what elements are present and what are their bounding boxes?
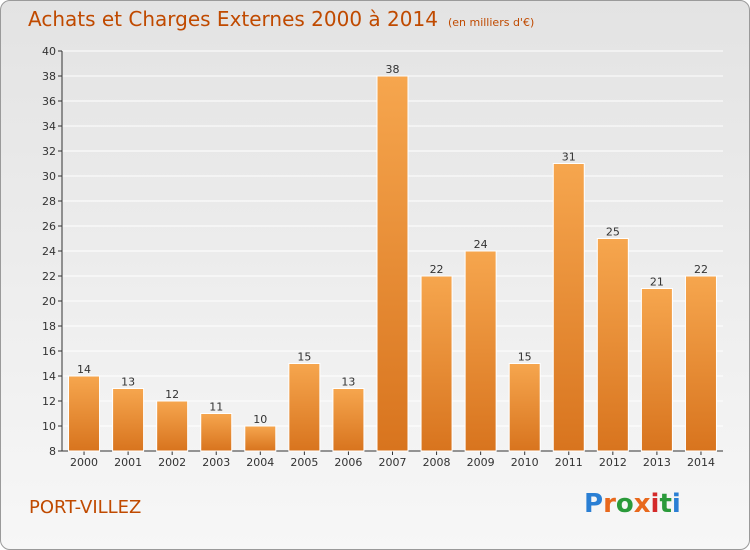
x-tick-label: 2007	[379, 456, 407, 469]
bar-2012	[596, 238, 629, 452]
bar-2008	[420, 275, 453, 452]
bar-2010	[508, 363, 541, 452]
logo-letter: r	[603, 489, 616, 519]
y-tick-label: 20	[42, 295, 56, 308]
x-tick-label: 2000	[70, 456, 98, 469]
y-tick-label: 18	[42, 320, 56, 333]
x-tick-label: 2008	[423, 456, 451, 469]
y-tick-label: 8	[49, 445, 56, 458]
data-label: 24	[474, 238, 488, 251]
y-tick-label: 32	[42, 145, 56, 158]
x-tick-label: 2001	[114, 456, 142, 469]
data-label: 15	[518, 351, 532, 364]
bar-2000	[68, 375, 101, 452]
x-tick-label: 2006	[334, 456, 362, 469]
bar-2006	[332, 388, 365, 452]
y-tick-label: 10	[42, 420, 56, 433]
logo-letter: o	[615, 489, 634, 519]
x-tick-label: 2010	[511, 456, 539, 469]
chart-title-text: Achats et Charges Externes 2000 à 2014	[28, 7, 438, 31]
data-label: 25	[606, 226, 620, 239]
labels: 14 2000 13 2001 12 2002 11 2003 10 2004 15 2005 13 20…	[70, 63, 715, 469]
y-tick-label: 24	[42, 245, 56, 258]
x-tick-label: 2014	[687, 456, 715, 469]
data-label: 31	[562, 151, 576, 164]
data-label: 14	[77, 363, 91, 376]
y-tick-label: 14	[42, 370, 56, 383]
logo-letter: P	[584, 489, 604, 519]
bar-2001	[112, 388, 145, 452]
y-tick-label: 30	[42, 170, 56, 183]
chart-subtitle: (en milliers d'€)	[447, 16, 535, 29]
bar-2014	[684, 275, 717, 452]
proxiti-logo: Proxiti	[584, 489, 681, 519]
x-tick-label: 2012	[599, 456, 627, 469]
x-tick-label: 2009	[467, 456, 495, 469]
y-tick-label: 28	[42, 195, 56, 208]
logo-letter: t	[659, 489, 672, 519]
logo-letter: x	[633, 489, 651, 519]
x-tick-label: 2004	[246, 456, 274, 469]
x-tick-label: 2003	[202, 456, 230, 469]
logo-letter: i	[650, 489, 660, 519]
x-tick-label: 2002	[158, 456, 186, 469]
x-tick-label: 2013	[643, 456, 671, 469]
bar-2003	[200, 413, 233, 452]
data-label: 21	[650, 276, 664, 289]
bars	[68, 75, 717, 452]
bar-2011	[552, 163, 585, 452]
y-tick-label: 34	[42, 120, 56, 133]
bar-2002	[156, 400, 189, 452]
y-tick-label: 16	[42, 345, 56, 358]
data-label: 22	[694, 263, 708, 276]
bar-2013	[640, 288, 673, 452]
x-tick-label: 2011	[555, 456, 583, 469]
y-tick-label: 26	[42, 220, 56, 233]
data-label: 10	[253, 413, 267, 426]
y-tick-label: 12	[42, 395, 56, 408]
data-label: 11	[209, 401, 223, 414]
y-tick-label: 40	[42, 45, 56, 58]
town-name: PORT-VILLEZ	[29, 497, 142, 518]
bar-2007	[376, 75, 409, 452]
logo-letter: i	[671, 489, 681, 519]
x-tick-label: 2005	[290, 456, 318, 469]
data-label: 38	[386, 63, 400, 76]
data-label: 12	[165, 388, 179, 401]
data-label: 15	[297, 351, 311, 364]
bar-2004	[244, 425, 277, 452]
bar-2009	[464, 250, 497, 452]
y-tick-label: 38	[42, 70, 56, 83]
bar-2005	[288, 363, 321, 452]
chart-title: Achats et Charges Externes 2000 à 2014 (e…	[28, 7, 534, 31]
y-tick-label: 36	[42, 95, 56, 108]
data-label: 13	[341, 376, 355, 389]
y-tick-label: 22	[42, 270, 56, 283]
data-label: 13	[121, 376, 135, 389]
data-label: 22	[430, 263, 444, 276]
